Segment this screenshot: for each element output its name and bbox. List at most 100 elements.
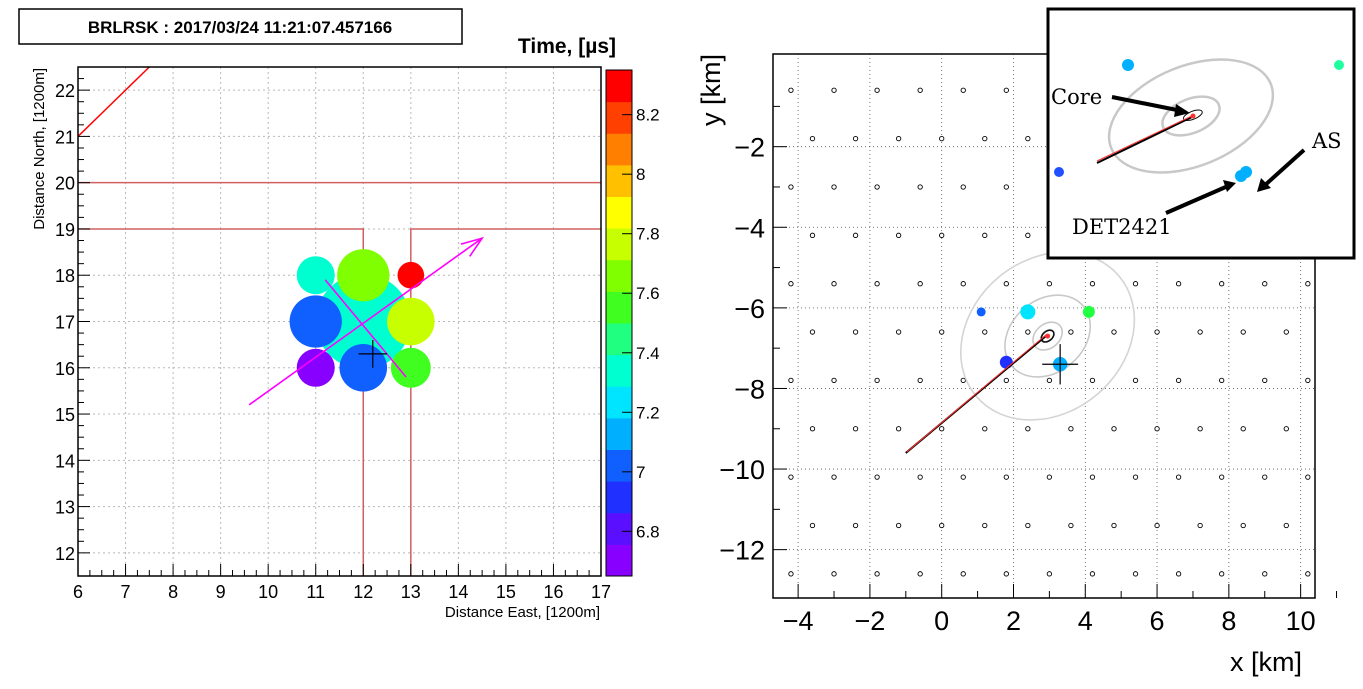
right-y-tick-label: −10: [719, 455, 765, 485]
detector-marker: [1068, 426, 1074, 432]
detector-marker: [1003, 474, 1009, 480]
inset-shower-axis-fit: [1096, 114, 1195, 162]
colorbar-title: Time, [µs]: [518, 35, 616, 58]
detector-marker: [1154, 522, 1160, 529]
left-x-tick-label: 17: [591, 582, 611, 602]
left-x-tick-label: 6: [73, 582, 83, 602]
inset-core-label: Core: [1051, 85, 1102, 109]
detector-marker: [1262, 571, 1268, 577]
left-x-tick-label: 11: [306, 582, 325, 602]
right-y-tick-label: −2: [734, 133, 765, 163]
inset-as-arrow: [1262, 148, 1306, 188]
right-y-tick-label: −4: [734, 213, 765, 243]
colorbar-segment: [606, 228, 632, 261]
detector-marker: [917, 474, 923, 480]
detector-marker: [788, 377, 794, 384]
detector-marker: [852, 329, 859, 335]
hit-detector: [976, 307, 986, 317]
detector-marker: [831, 281, 837, 287]
detector-marker: [982, 232, 988, 238]
detector-marker: [1089, 571, 1096, 577]
colorbar-segment: [606, 259, 632, 292]
hit-marker: [387, 297, 435, 346]
detector-marker: [1132, 571, 1139, 577]
detector-marker: [939, 232, 945, 238]
likelihood-contour: [1032, 321, 1064, 351]
colorbar-segment: [606, 291, 632, 324]
detector-marker: [1262, 281, 1268, 287]
left-x-tick-label: 10: [258, 582, 278, 602]
detector-marker: [1003, 571, 1009, 577]
left-x-tick-label: 8: [168, 582, 178, 602]
detector-marker: [788, 571, 794, 577]
detector-marker: [917, 184, 923, 190]
detector-marker: [852, 232, 859, 238]
left-y-tick-label: 21: [55, 127, 75, 147]
detector-marker: [1262, 377, 1268, 384]
left-y-tick-label: 15: [55, 405, 75, 425]
shower-crossing-line: [324, 279, 407, 378]
detector-marker: [809, 522, 816, 529]
detector-marker: [831, 184, 837, 190]
boundary-line: [410, 228, 601, 576]
detector-marker: [917, 571, 923, 577]
colorbar-tick-label: 6.8: [636, 522, 660, 541]
right-x-tick-label: −4: [783, 606, 814, 636]
detector-marker: [895, 522, 902, 529]
left-x-tick-label: 16: [543, 582, 563, 602]
colorbar-tick-label: 7.6: [636, 284, 660, 303]
colorbar-border: [605, 69, 633, 577]
detector-marker: [1219, 571, 1225, 577]
detector-marker: [1046, 281, 1053, 287]
detector-marker: [1132, 377, 1139, 384]
right-x-tick-label: 6: [1150, 606, 1165, 636]
detector-marker: [809, 232, 816, 238]
detector-marker: [1025, 522, 1031, 529]
colorbar-segment: [606, 101, 632, 134]
detector-marker: [809, 135, 816, 142]
detector-marker: [1283, 426, 1289, 432]
left-y-tick-label: 12: [55, 544, 75, 564]
colorbar-segment: [606, 323, 632, 356]
left-x-tick-label: 7: [121, 582, 131, 602]
detector-marker: [874, 281, 880, 287]
inset-core-marker: [1190, 113, 1196, 119]
detector-marker: [895, 232, 902, 238]
detector-marker: [895, 426, 902, 432]
detector-marker: [1132, 474, 1139, 480]
detector-marker: [1305, 281, 1311, 287]
detector-marker: [939, 522, 945, 529]
detector-marker: [1046, 571, 1053, 577]
colorbar-tick-label: 7.8: [636, 225, 660, 244]
hit-detector: [1082, 305, 1095, 318]
right-x-tick-label: 10: [1286, 606, 1316, 636]
detector-marker: [1305, 474, 1311, 480]
inset-shower-axis: [1096, 115, 1195, 164]
detector-marker: [874, 87, 880, 93]
hit-detector: [1020, 304, 1036, 320]
detector-marker: [960, 377, 966, 384]
detector-marker: [982, 135, 988, 142]
detector-marker: [788, 87, 794, 93]
inset-core-arrow: [1111, 95, 1183, 113]
colorbar-segment: [606, 481, 632, 514]
detector-marker: [917, 377, 923, 384]
hit-marker: [296, 256, 335, 295]
likelihood-contour: [959, 251, 1136, 421]
detector-marker: [1219, 474, 1225, 480]
right-array-map: −4 −2 0 2 4 6 8 10 −2 −4 −6 −8 −10 −12 x [km] y [km]: [696, 7, 1356, 677]
detector-marker: [809, 329, 816, 335]
inset-contour-outer: [1107, 58, 1275, 174]
detector-marker: [1154, 426, 1160, 432]
hit-detector: [999, 355, 1013, 369]
detector-marker: [874, 377, 880, 384]
right-plot-border: [772, 53, 1316, 599]
detector-marker: [1197, 522, 1203, 529]
detector-marker: [788, 184, 794, 190]
right-x-axis: −4 −2 0 2 4 6 8 10: [783, 584, 1338, 636]
colorbar-tick-label: 8: [636, 165, 645, 184]
right-likelihood-contours: [959, 251, 1136, 421]
detector-marker: [960, 281, 966, 287]
detector-marker: [1175, 474, 1182, 480]
inset-hit-green: [1334, 60, 1344, 70]
